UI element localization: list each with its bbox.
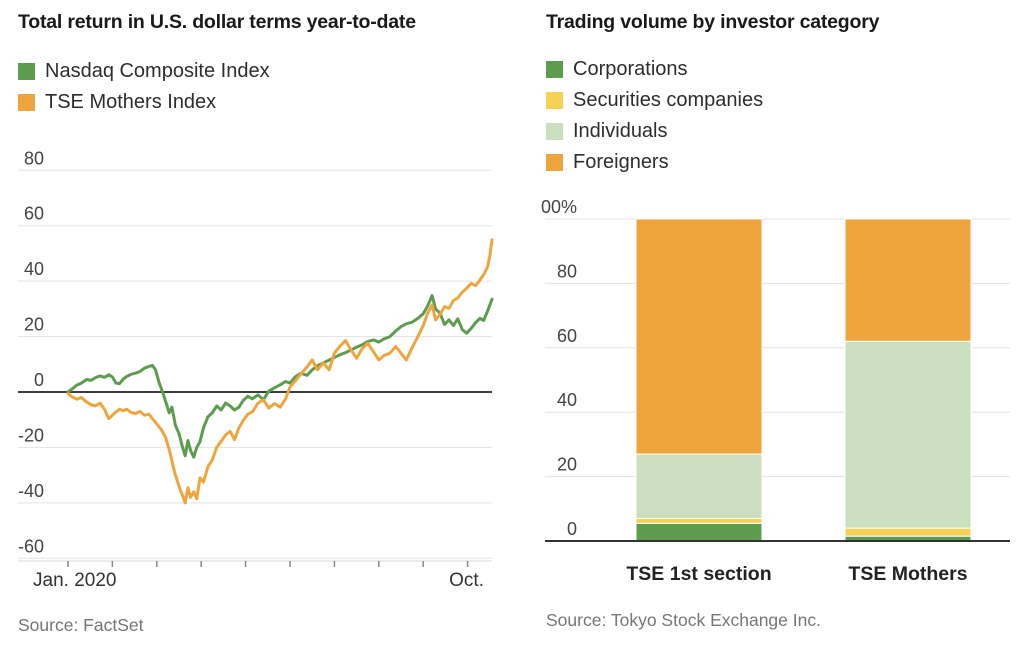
- bar-chart-title: Trading volume by investor category: [546, 11, 880, 33]
- bar-chart-legend: Corporations Securities companies Indivi…: [546, 54, 763, 178]
- y-axis-label: 80: [557, 261, 577, 281]
- bar-segment-individuals-0: [635, 453, 763, 519]
- y-axis-label: 80: [24, 148, 44, 168]
- y-axis-label: 60: [557, 326, 577, 346]
- legend-swatch-tse-mothers-icon: [18, 94, 35, 111]
- legend-swatch-securities-icon: [546, 92, 563, 109]
- bar-segment-foreigners-0: [635, 218, 763, 455]
- bar-segment-securities-companies-1: [844, 527, 972, 537]
- bar-segment-individuals-1: [844, 340, 972, 529]
- source-note-left: Source: FactSet: [18, 615, 144, 635]
- bar-chart-svg: 100% 80 60 40 20 0 TSE 1st section TSE Mothers: [540, 197, 1010, 585]
- legend-swatch-foreigners-icon: [546, 154, 563, 171]
- y-axis-label: 40: [24, 259, 44, 279]
- legend-label-nasdaq: Nasdaq Composite Index: [45, 60, 270, 82]
- series-line-nasdaq: [66, 294, 494, 459]
- legend-label-securities: Securities companies: [573, 89, 764, 111]
- y-axis-label: 0: [34, 370, 44, 390]
- legend-item-nasdaq: Nasdaq Composite Index: [18, 56, 270, 87]
- legend-swatch-individuals-icon: [546, 123, 563, 140]
- legend-item-securities: Securities companies: [546, 85, 763, 116]
- legend-label-foreigners: Foreigners: [573, 151, 669, 173]
- legend-item-foreigners: Foreigners: [546, 147, 763, 178]
- legend-item-individuals: Individuals: [546, 116, 763, 147]
- bar-segment-corporations-0: [635, 522, 763, 542]
- category-label-1: TSE Mothers: [848, 563, 967, 585]
- category-label-0: TSE 1st section: [626, 563, 771, 585]
- y-axis-label: 20: [557, 455, 577, 475]
- legend-swatch-nasdaq-icon: [18, 63, 35, 80]
- legend-item-tse-mothers: TSE Mothers Index: [18, 87, 270, 118]
- line-chart-svg: 80 60 40 20 0 -20 -40 -60 Jan. 2020 Oct.: [18, 148, 494, 591]
- legend-label-corporations: Corporations: [573, 58, 688, 80]
- y-axis-label: -40: [18, 481, 44, 501]
- x-axis-label-start: Jan. 2020: [33, 570, 116, 591]
- legend-swatch-corporations-icon: [546, 61, 563, 78]
- y-axis-label: 20: [24, 315, 44, 335]
- bar-segment-securities-companies-0: [635, 517, 763, 524]
- y-axis-label: 0: [567, 519, 577, 539]
- y-axis-label: 60: [24, 204, 44, 224]
- y-axis-label: -20: [18, 425, 44, 445]
- legend-label-tse-mothers: TSE Mothers Index: [45, 91, 217, 113]
- y-axis-label: 100%: [540, 197, 577, 217]
- line-chart-legend: Nasdaq Composite Index TSE Mothers Index: [18, 56, 270, 118]
- x-axis-label-end: Oct.: [449, 570, 484, 591]
- legend-item-corporations: Corporations: [546, 54, 763, 85]
- bar-segment-foreigners-1: [844, 218, 972, 342]
- source-note-right: Source: Tokyo Stock Exchange Inc.: [546, 610, 821, 630]
- series-line-tse-mothers: [66, 238, 494, 505]
- legend-label-individuals: Individuals: [573, 120, 668, 142]
- y-axis-label: 40: [557, 390, 577, 410]
- line-chart-title: Total return in U.S. dollar terms year-t…: [18, 11, 416, 33]
- y-axis-label: -60: [18, 536, 44, 556]
